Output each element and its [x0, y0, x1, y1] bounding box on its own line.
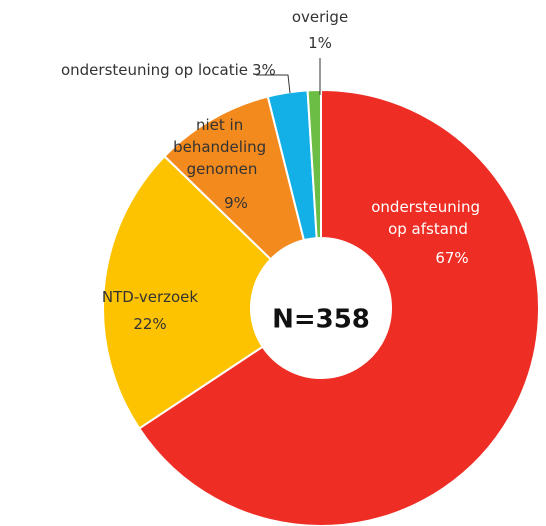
center-label: N=358 [272, 305, 370, 335]
value-label: 1% [308, 34, 332, 52]
slice-label: niet in behandeling genomen [173, 116, 271, 178]
slice-label: NTD-verzoek [102, 288, 198, 306]
value-label: 67% [435, 249, 468, 267]
slice-label: overige [292, 8, 348, 26]
slice-label: ondersteuning op locatie [61, 61, 248, 79]
leader-line [256, 74, 291, 94]
donut-hole [251, 238, 391, 378]
value-label: 22% [133, 315, 166, 333]
value-label: 9% [224, 194, 248, 212]
slice-label: ondersteuning op afstand [371, 198, 485, 238]
value-label: 3% [252, 61, 276, 79]
